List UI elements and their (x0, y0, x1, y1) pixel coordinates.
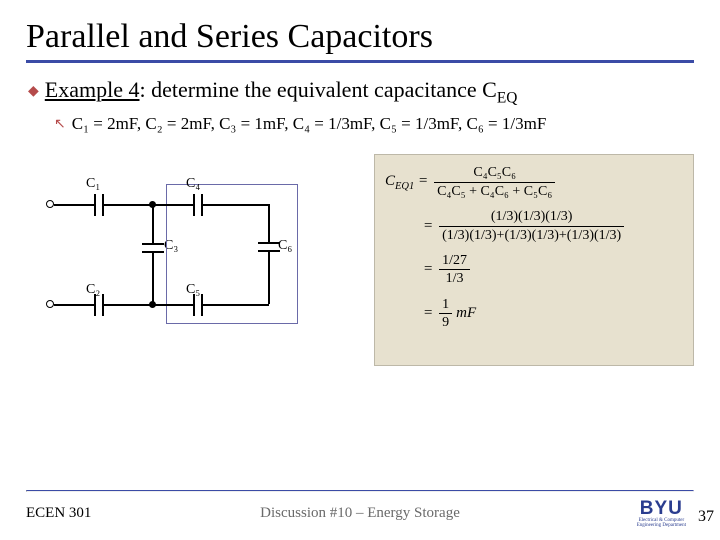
values-text: C₁ = 2mF, C₂ = 2mF, C₃ = 1mF, C₄ = 1/3mF… (72, 113, 547, 136)
cap-plate (94, 194, 96, 216)
byu-sub2: Engineering Department (637, 523, 686, 528)
byu-text: BYU (640, 500, 683, 518)
diamond-bullet-icon: ◆ (28, 83, 39, 100)
label-c2: C₂ (86, 282, 100, 298)
equation-box: CEQ1 = C₄C₅C₆ C₄C₅ + C₄C₆ + C₅C₆ = (1/3)… (374, 154, 694, 366)
eqn-unit: mF (452, 305, 476, 322)
eqn-row-1: CEQ1 = C₄C₅C₆ C₄C₅ + C₄C₆ + C₅C₆ (385, 165, 683, 199)
wire (152, 253, 154, 304)
content-area: C₁ C₂ C₃ C₄ (26, 154, 694, 434)
frac-num: 1/27 (439, 253, 470, 268)
wire (104, 204, 152, 206)
frac-bar (434, 182, 555, 183)
wire (54, 204, 94, 206)
title-rule (26, 60, 694, 63)
cap-plate-h (142, 243, 164, 245)
frac-bar (439, 226, 624, 227)
example-sub: EQ (497, 89, 518, 106)
node-top-left (46, 200, 54, 208)
example-text: Example 4: determine the equivalent capa… (45, 77, 518, 107)
eqn-row-3: = 1/27 1/3 (385, 253, 683, 287)
eqn-row-2: = (1/3)(1/3)(1/3) (1/3)(1/3)+(1/3)(1/3)+… (385, 209, 683, 243)
frac-num: 1 (439, 297, 452, 312)
label-c1: C₁ (86, 176, 100, 192)
wire (54, 304, 94, 306)
values-bullet: ↖ C₁ = 2mF, C₂ = 2mF, C₃ = 1mF, C₄ = 1/3… (54, 113, 694, 136)
byu-logo: BYU Electrical & Computer Engineering De… (637, 500, 686, 528)
frac-den: 1/3 (443, 271, 467, 286)
discussion-title: Discussion #10 – Energy Storage (260, 505, 460, 522)
footer-rule (26, 490, 694, 492)
slide-title: Parallel and Series Capacitors (26, 18, 694, 56)
frac-1: C₄C₅C₆ C₄C₅ + C₄C₆ + C₅C₆ (434, 165, 555, 199)
example-rest: : determine the equivalent capacitance C (139, 77, 496, 102)
cap-plate (193, 194, 195, 216)
footer: ECEN 301 Discussion #10 – Energy Storage… (26, 500, 694, 528)
wire (203, 304, 269, 306)
frac-3: 1/27 1/3 (439, 253, 470, 287)
wire (152, 205, 154, 243)
wire (268, 204, 270, 242)
eqn-lhs: CEQ1 = (385, 173, 434, 192)
label-c6: C₆ (278, 238, 292, 254)
wire (153, 304, 193, 306)
frac-den: (1/3)(1/3)+(1/3)(1/3)+(1/3)(1/3) (439, 228, 624, 243)
page-number: 37 (698, 508, 714, 526)
frac-2: (1/3)(1/3)(1/3) (1/3)(1/3)+(1/3)(1/3)+(1… (439, 209, 624, 243)
frac-bar (439, 269, 470, 270)
frac-num: C₄C₅C₆ (470, 165, 519, 180)
arrow-bullet-icon: ↖ (54, 116, 66, 135)
circuit-diagram: C₁ C₂ C₃ C₄ (46, 164, 306, 354)
eqn-row-4: = 1 9 mF (385, 297, 683, 331)
cap-plate-h (258, 242, 280, 244)
frac-bar (439, 313, 452, 314)
frac-den: C₄C₅ + C₄C₆ + C₅C₆ (434, 184, 555, 199)
wire (104, 304, 152, 306)
frac-4: 1 9 (439, 297, 452, 331)
wire (268, 252, 270, 304)
wire (203, 204, 269, 206)
wire (153, 204, 193, 206)
example-bullet: ◆ Example 4: determine the equivalent ca… (28, 77, 694, 107)
frac-num: (1/3)(1/3)(1/3) (488, 209, 576, 224)
node-bottom-left (46, 300, 54, 308)
label-c5: C₅ (186, 282, 200, 298)
label-c4: C₄ (186, 176, 200, 192)
frac-den: 9 (439, 315, 452, 330)
example-label: Example 4 (45, 77, 140, 102)
course-code: ECEN 301 (26, 505, 91, 522)
